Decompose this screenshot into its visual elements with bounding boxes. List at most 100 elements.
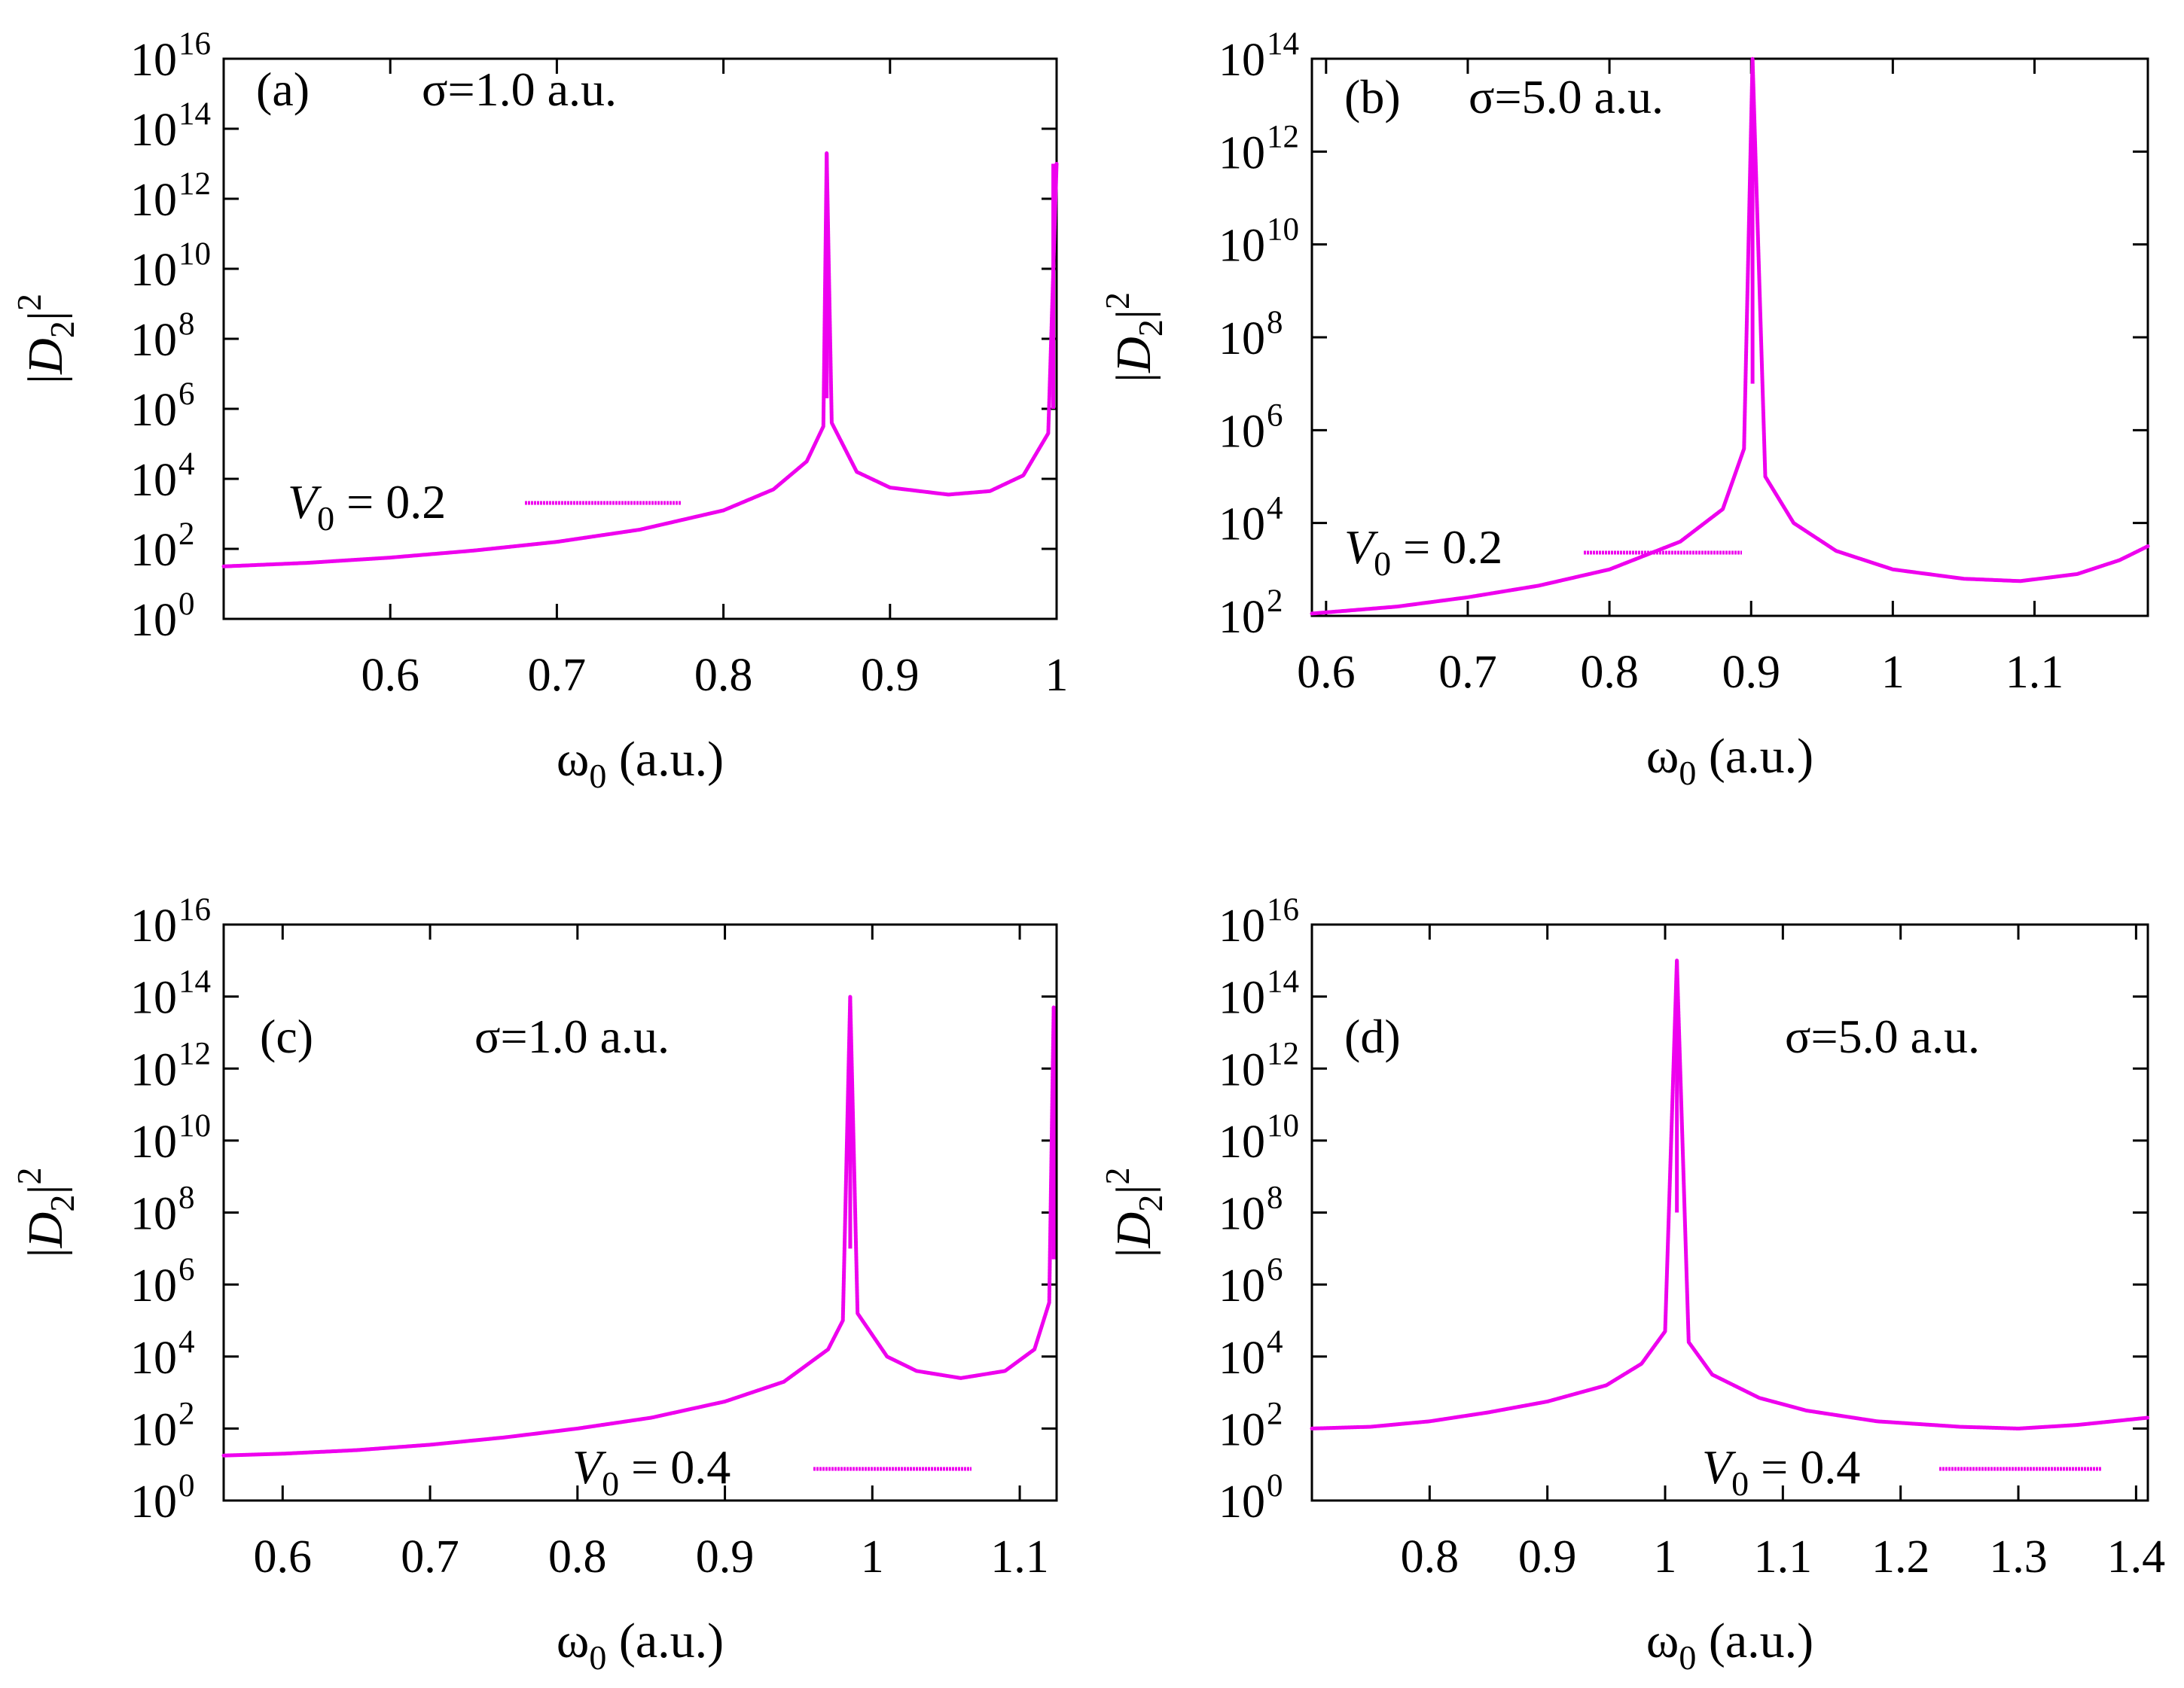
x-tick-label: 0.8 <box>1580 647 1639 698</box>
y-tick-label-base: 10 <box>1219 1476 1265 1528</box>
panel-label: (a) <box>256 62 310 116</box>
y-tick-label-base: 10 <box>130 35 177 86</box>
x-tick-label: 1.3 <box>1989 1531 2048 1583</box>
y-tick-label-base: 10 <box>1219 1260 1265 1312</box>
y-tick-label-base: 10 <box>130 1333 177 1384</box>
y-tick-label-exponent: 14 <box>178 96 211 132</box>
y-tick-label-exponent: 8 <box>1267 305 1283 340</box>
y-tick-label-base: 10 <box>1219 127 1265 178</box>
y-tick-label-base: 10 <box>130 105 177 156</box>
x-tick-label: 0.9 <box>696 1531 755 1583</box>
x-tick-label: 1 <box>1045 650 1069 701</box>
y-tick-label-base: 10 <box>1219 973 1265 1024</box>
y-tick-label-base: 10 <box>1219 35 1265 86</box>
y-tick-label-base: 10 <box>1219 1333 1265 1384</box>
x-tick-label: 0.9 <box>1722 647 1780 698</box>
y-tick-label-exponent: 14 <box>178 964 211 1000</box>
y-tick-label-exponent: 4 <box>178 1324 195 1360</box>
x-axis-title: ω0 (a.u.) <box>1646 729 1813 792</box>
x-tick-label: 0.6 <box>1297 647 1356 698</box>
x-tick-label: 1.2 <box>1871 1531 1930 1583</box>
x-tick-label: 1.1 <box>990 1531 1049 1583</box>
x-tick-label: 1 <box>1654 1531 1677 1583</box>
data-line <box>221 151 1059 568</box>
x-axis-title: ω0 (a.u.) <box>557 732 724 795</box>
y-tick-label-exponent: 12 <box>1267 119 1299 154</box>
plot-frame <box>222 57 1058 620</box>
y-tick-label-exponent: 16 <box>178 892 211 928</box>
y-axis-title: |D2|2 <box>1098 1167 1170 1257</box>
y-tick-label-exponent: 12 <box>178 1036 211 1071</box>
y-tick-label-exponent: 4 <box>1267 491 1283 526</box>
y-axis-title-text: |D2|2 <box>1098 1167 1170 1257</box>
y-tick-label-base: 10 <box>130 1476 177 1528</box>
y-tick-label-base: 10 <box>130 1044 177 1095</box>
sigma-annotation: σ=5.0 a.u. <box>1785 1010 1980 1063</box>
legend-label: V0 = 0.4 <box>572 1440 731 1503</box>
y-tick-label-base: 10 <box>130 595 177 646</box>
data-line <box>1310 958 2150 1431</box>
y-axis-title-text: |D2|2 <box>1098 292 1170 382</box>
y-axis-title-text: |D2|2 <box>10 1167 81 1257</box>
x-axis-title: ω0 (a.u.) <box>557 1613 724 1677</box>
y-tick-label-base: 10 <box>130 973 177 1024</box>
data-line <box>221 995 1056 1458</box>
x-tick-label: 0.7 <box>401 1531 459 1583</box>
sigma-annotation: σ=5.0 a.u. <box>1469 70 1664 123</box>
y-tick-label-exponent: 6 <box>178 1252 195 1287</box>
y-tick-label-base: 10 <box>130 385 177 436</box>
y-tick-label-base: 10 <box>1219 1404 1265 1455</box>
y-tick-label-exponent: 16 <box>1267 892 1299 928</box>
y-axis-title: |D2|2 <box>10 294 81 384</box>
y-tick-label-exponent: 2 <box>178 516 195 552</box>
plot-frame <box>1310 923 2149 1502</box>
data-line <box>1310 56 2150 616</box>
y-tick-label-exponent: 14 <box>1267 26 1299 62</box>
y-tick-label-exponent: 4 <box>1267 1324 1283 1360</box>
y-tick-label-exponent: 10 <box>1267 212 1299 248</box>
panel-label: (c) <box>260 1010 313 1063</box>
y-tick-label-base: 10 <box>1219 221 1265 272</box>
y-tick-label-base: 10 <box>1219 1189 1265 1240</box>
y-tick-label-base: 10 <box>130 315 177 366</box>
y-tick-label-exponent: 12 <box>1267 1036 1299 1071</box>
x-tick-label: 0.8 <box>548 1531 607 1583</box>
x-tick-label: 1.4 <box>2107 1531 2166 1583</box>
y-tick-label-exponent: 0 <box>178 587 195 622</box>
y-tick-label-exponent: 10 <box>1267 1108 1299 1144</box>
y-tick-label-base: 10 <box>130 900 177 952</box>
x-tick-label: 0.8 <box>694 650 753 701</box>
y-tick-label-exponent: 10 <box>178 236 211 272</box>
y-axis-title-text: |D2|2 <box>10 294 81 384</box>
x-tick-label: 0.8 <box>1401 1531 1460 1583</box>
y-tick-label-exponent: 16 <box>178 26 211 62</box>
y-tick-label-base: 10 <box>130 245 177 296</box>
y-tick-label-exponent: 2 <box>1267 1396 1283 1431</box>
y-tick-label-base: 10 <box>130 1404 177 1455</box>
y-tick-label-exponent: 2 <box>178 1396 195 1431</box>
y-tick-label-exponent: 0 <box>1267 1468 1283 1504</box>
sigma-annotation: σ=1.0 a.u. <box>422 62 617 116</box>
y-tick-label-base: 10 <box>130 1260 177 1312</box>
y-axis-title: |D2|2 <box>10 1167 81 1257</box>
x-tick-label: 0.6 <box>361 650 419 701</box>
y-tick-label-exponent: 8 <box>178 306 195 342</box>
y-tick-label-base: 10 <box>130 525 177 576</box>
legend-label: V0 = 0.2 <box>288 475 446 538</box>
y-tick-label-base: 10 <box>1219 313 1265 364</box>
panel-label: (b) <box>1344 70 1401 123</box>
y-tick-label-exponent: 14 <box>1267 964 1299 1000</box>
y-tick-label-base: 10 <box>130 175 177 226</box>
y-tick-label-exponent: 6 <box>1267 1252 1283 1287</box>
x-tick-label: 0.7 <box>1438 647 1497 698</box>
y-tick-label-exponent: 2 <box>1267 583 1283 619</box>
y-tick-label-exponent: 8 <box>1267 1181 1283 1216</box>
legend-label: V0 = 0.2 <box>1344 520 1502 583</box>
x-tick-label: 1.1 <box>1754 1531 1813 1583</box>
legend-label: V0 = 0.4 <box>1702 1440 1860 1503</box>
panel-label: (d) <box>1344 1010 1401 1063</box>
